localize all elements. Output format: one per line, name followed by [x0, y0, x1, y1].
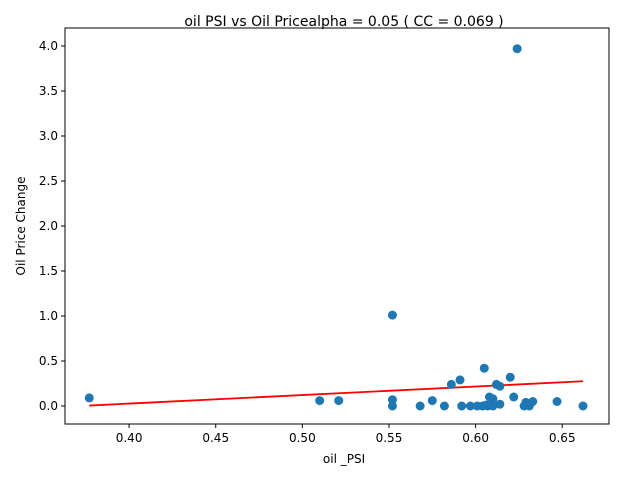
x-tick-label: 0.50	[289, 431, 316, 445]
y-tick-label: 3.5	[39, 84, 58, 98]
data-point	[439, 401, 449, 411]
x-tick-label: 0.45	[202, 431, 229, 445]
data-point	[457, 401, 467, 411]
data-point	[488, 401, 498, 411]
data-point	[415, 401, 425, 411]
x-ticks: 0.40 0.45 0.50 0.55 0.60 0.65	[116, 424, 576, 445]
data-point	[465, 401, 475, 411]
data-point	[387, 395, 397, 405]
data-point	[427, 396, 437, 406]
y-tick-label: 0.5	[39, 354, 58, 368]
data-point	[446, 379, 456, 389]
y-tick-label: 2.5	[39, 174, 58, 188]
x-axis-label: oil _PSI	[323, 452, 365, 466]
data-point	[552, 397, 562, 406]
x-tick-label: 0.40	[116, 431, 143, 445]
data-point	[512, 44, 522, 54]
y-tick-label: 4.0	[39, 39, 58, 53]
y-axis-label: Oil Price Change	[14, 177, 28, 276]
data-point	[479, 363, 489, 373]
data-point	[334, 396, 344, 406]
y-ticks: 0.0 0.5 1.0 1.5 2.0 2.5 3.0 3.5 4.0	[39, 39, 65, 413]
data-point	[84, 393, 94, 403]
data-point	[315, 396, 325, 406]
data-point	[528, 397, 538, 406]
data-point	[495, 381, 505, 391]
data-point	[509, 392, 519, 402]
y-tick-label: 1.5	[39, 264, 58, 278]
x-tick-label: 0.60	[462, 431, 489, 445]
points-layer	[84, 44, 588, 411]
data-point	[578, 401, 588, 411]
x-tick-label: 0.65	[549, 431, 576, 445]
plot-frame	[64, 27, 610, 425]
data-point	[387, 401, 397, 411]
x-tick-label: 0.55	[376, 431, 403, 445]
data-point	[488, 394, 498, 404]
chart-title: oil PSI vs Oil Pricealpha = 0.05 ( CC = …	[184, 14, 503, 30]
data-point	[505, 372, 515, 382]
y-tick-label: 3.0	[39, 129, 58, 143]
data-point	[455, 375, 465, 385]
y-tick-label: 0.0	[39, 399, 58, 413]
y-tick-label: 1.0	[39, 309, 58, 323]
y-tick-label: 2.0	[39, 219, 58, 233]
data-point	[495, 399, 505, 409]
data-point	[387, 310, 397, 320]
